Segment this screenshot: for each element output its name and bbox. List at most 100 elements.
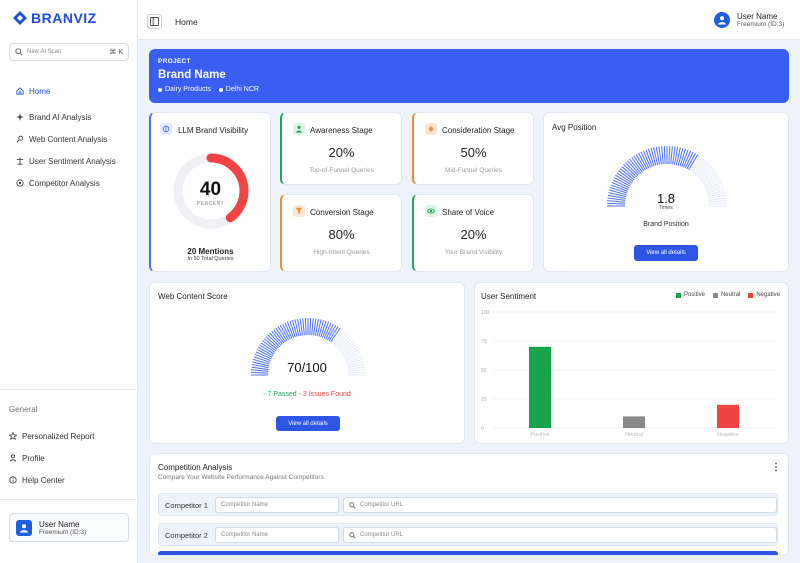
- user-name: User Name: [39, 519, 80, 529]
- gauge-tick: [346, 361, 364, 367]
- competitor-name-input[interactable]: Competitor Name: [215, 497, 339, 513]
- target-icon: [16, 179, 24, 187]
- y-tick-label: 0: [481, 426, 484, 432]
- y-tick-label: 75: [481, 339, 487, 345]
- input-placeholder: Competitor Name: [221, 532, 269, 538]
- gauge-tick: [677, 148, 684, 166]
- stage-sub: Mid-Funnel Queries: [444, 167, 503, 174]
- gauge-tick: [612, 179, 630, 189]
- gauge-tick: [708, 200, 727, 203]
- competitor-url-input[interactable]: Competitor URL: [343, 497, 777, 513]
- bar-positive[interactable]: [529, 346, 551, 428]
- compare-button-edge[interactable]: [158, 551, 778, 555]
- gauge-tick: [613, 177, 631, 187]
- gauge-tick: [253, 358, 270, 365]
- bar-negative[interactable]: [717, 404, 739, 428]
- nav-item-competitor-analysis[interactable]: Competitor Analysis: [0, 172, 138, 194]
- web-content-value: 70/100: [287, 360, 327, 375]
- gauge-tick: [697, 164, 711, 178]
- gauge-tick: [302, 318, 305, 336]
- gauge-tick: [265, 336, 279, 349]
- competitor-name-input[interactable]: Competitor Name: [215, 527, 339, 543]
- nav-item-brand-ai-analysis[interactable]: Brand AI Analysis: [0, 106, 138, 128]
- nav-item-home[interactable]: Home: [0, 80, 138, 102]
- input-placeholder: Competitor URL: [360, 532, 404, 538]
- card-subtitle: Compare Your Website Performance Against…: [158, 474, 324, 481]
- gauge-tick: [340, 342, 356, 353]
- gauge-tick: [679, 148, 687, 167]
- x-tick-label: Negative: [717, 432, 739, 438]
- search-icon: [15, 48, 23, 56]
- gauge-tick: [707, 189, 725, 196]
- legend-label: Positive: [683, 292, 705, 298]
- gauge-tick: [271, 330, 283, 345]
- gauge-tick: [260, 342, 276, 353]
- gauge-tick: [708, 197, 727, 201]
- gauge-tick: [638, 152, 648, 170]
- avg-position-gauge: [607, 146, 727, 207]
- mentions-count: 20 Mentions: [187, 247, 234, 256]
- nav-item-user-sentiment-analysis[interactable]: User Sentiment Analysis: [0, 150, 138, 172]
- nav-item-label: Competitor Analysis: [29, 178, 100, 188]
- gauge-tick: [304, 318, 307, 336]
- sidebar-user-card[interactable]: User Name Freemium (ID:3): [9, 513, 129, 542]
- web-content-details-button[interactable]: View all details: [276, 416, 340, 431]
- legend-swatch: [748, 292, 754, 298]
- nav-item-label: Profile: [22, 453, 45, 463]
- star-icon: [9, 432, 17, 440]
- search-shortcut: ⌘ K: [109, 49, 123, 56]
- y-tick-label: 100: [481, 310, 490, 316]
- gauge-tick: [708, 202, 727, 205]
- gauge-tick: [338, 338, 353, 350]
- brain-icon: [160, 123, 172, 135]
- gauge-tick: [277, 326, 288, 342]
- nav-item-label: Home: [29, 86, 51, 96]
- gauge-tick: [633, 155, 645, 172]
- new-scan-search[interactable]: New AI Scan ⌘ K: [9, 43, 129, 61]
- gauge-tick: [335, 334, 349, 348]
- gauge-tick: [645, 149, 653, 167]
- gauge-tick: [705, 181, 723, 190]
- gauge-tick: [672, 146, 676, 165]
- gauge-tick: [314, 318, 319, 336]
- sentiment-icon: [16, 157, 24, 165]
- gauge-tick: [609, 186, 628, 194]
- bar-neutral[interactable]: [623, 416, 645, 428]
- gauge-tick: [339, 340, 354, 352]
- avg-position-details-button[interactable]: View all details: [634, 245, 698, 261]
- gauge-tick: [334, 332, 347, 346]
- nav-item-web-content-analysis[interactable]: Web Content Analysis: [0, 128, 138, 150]
- share-of-voice-card: Share of Voice 20% Your Brand Visibility: [412, 194, 534, 272]
- general-nav: Personalized Report Profile Help Center: [0, 425, 138, 491]
- gauge-tick: [328, 326, 339, 342]
- gauge-tick: [701, 172, 718, 184]
- gauge-tick: [253, 356, 271, 363]
- nav-item-profile[interactable]: Profile: [0, 447, 138, 469]
- nav-item-personalized-report[interactable]: Personalized Report: [0, 425, 138, 447]
- gauge-tick: [691, 157, 703, 173]
- gauge-tick: [347, 369, 365, 372]
- gauge-tick: [702, 174, 719, 185]
- x-tick-label: Neutral: [625, 432, 643, 438]
- user-avatar-icon: [20, 523, 28, 532]
- competitor-url-input[interactable]: Competitor URL: [343, 527, 777, 543]
- gauge-tick: [321, 321, 330, 338]
- stage-value: 80%: [328, 227, 355, 242]
- avg-position-card: Avg Position 1.8 Times Brand Position Vi…: [543, 112, 789, 272]
- stage-value: 20%: [328, 145, 355, 160]
- gauge-tick: [610, 184, 628, 192]
- sidebar-toggle-button[interactable]: [147, 14, 162, 29]
- gauge-tick: [619, 168, 635, 181]
- brand-logo[interactable]: BRANVIZ: [12, 10, 97, 26]
- gauge-tick: [316, 319, 322, 337]
- topbar-user-menu[interactable]: User Name Freemium (ID:3): [714, 12, 784, 28]
- user-plan: Freemium (ID:3): [39, 528, 87, 536]
- bullet-icon: [218, 87, 223, 92]
- project-tag-label: Dairy Products: [165, 86, 211, 93]
- avatar: [714, 12, 730, 28]
- more-options-icon[interactable]: [774, 462, 778, 474]
- gauge-tick: [653, 147, 659, 166]
- nav-item-help-center[interactable]: Help Center: [0, 469, 138, 491]
- gauge-tick: [251, 366, 269, 370]
- gauge-tick: [255, 351, 272, 360]
